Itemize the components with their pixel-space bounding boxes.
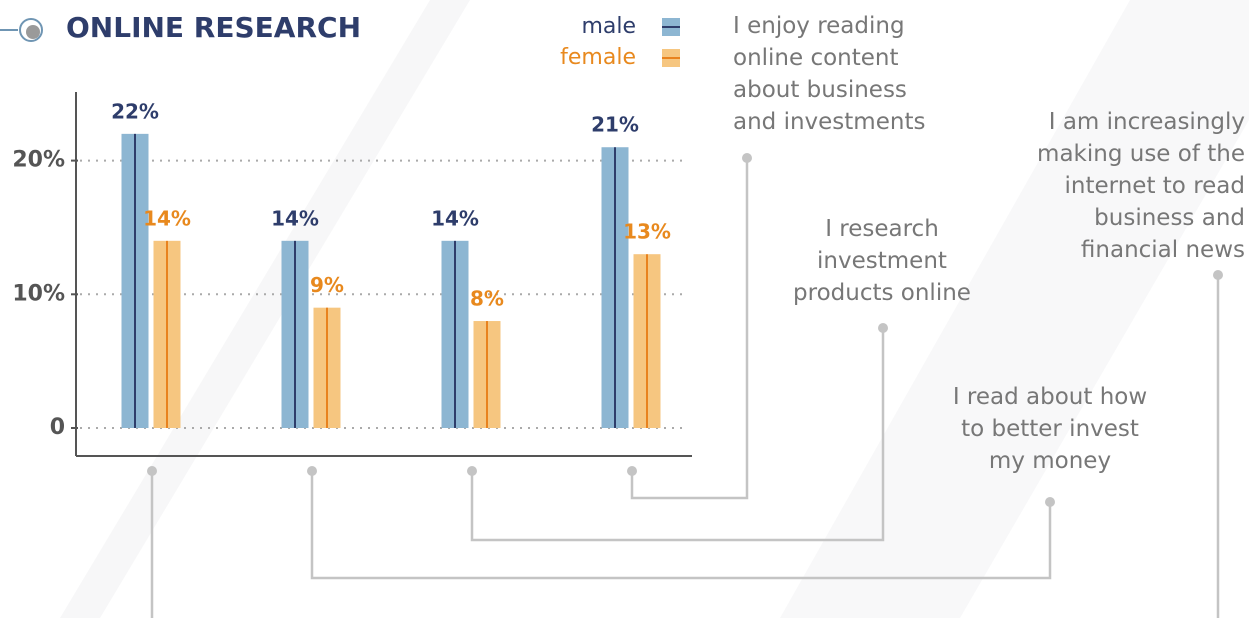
data-label: 21%: [591, 113, 639, 137]
background-stripe: [60, 0, 470, 618]
category-label: I research investment products online: [793, 216, 971, 306]
title-icon-dot: [26, 25, 40, 39]
y-tick-label: 0: [50, 415, 65, 440]
connector-dot: [627, 466, 637, 476]
connector: [310, 471, 1052, 580]
category-label: I enjoy reading online content about busin…: [733, 13, 925, 135]
connector-dot: [147, 466, 157, 476]
category-label: I am increasingly making use of the intern…: [1037, 109, 1245, 263]
data-label: 8%: [470, 287, 504, 311]
chart-title: ONLINE RESEARCH: [66, 11, 361, 44]
connectors: [147, 153, 1223, 618]
data-label: 14%: [143, 206, 191, 230]
y-tick-label: 10%: [12, 281, 65, 306]
legend-label: male: [581, 14, 636, 39]
data-label: 13%: [623, 220, 671, 244]
category-label: I read about how to better invest my money: [953, 384, 1147, 474]
data-label: 22%: [111, 99, 159, 123]
background-stripe: [780, 0, 1249, 618]
title-icon: [19, 18, 43, 42]
connector-dot: [742, 153, 752, 163]
connector-dot: [1045, 497, 1055, 507]
connector: [470, 328, 885, 542]
legend-label: female: [560, 45, 636, 70]
connector-dot: [1213, 270, 1223, 280]
connector: [630, 158, 749, 500]
data-label: 14%: [271, 206, 319, 230]
data-label: 9%: [310, 273, 344, 297]
connector-dot: [878, 323, 888, 333]
data-label: 14%: [431, 206, 479, 230]
y-tick-label: 20%: [12, 148, 65, 173]
connector-dot: [307, 466, 317, 476]
connector-dot: [467, 466, 477, 476]
